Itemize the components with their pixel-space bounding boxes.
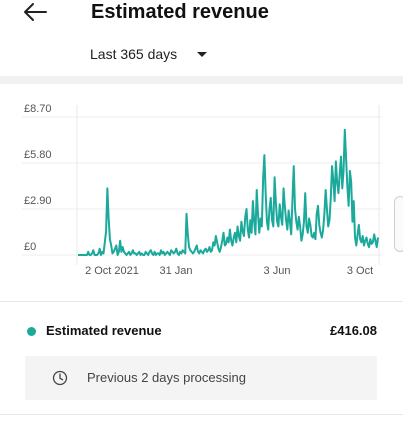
back-arrow-icon[interactable] [20,0,50,24]
metric-value: £416.08 [330,323,377,338]
divider [0,301,403,302]
y-tick-label: £5.80 [24,149,52,161]
dropdown-caret-icon [197,51,208,57]
x-tick-label: 3 Jun [264,265,291,277]
page-title: Estimated revenue [91,1,269,23]
clock-icon [52,370,68,386]
metric-row[interactable]: Estimated revenue £416.08 [0,318,403,346]
y-tick-label: £0 [24,241,36,253]
date-range-dropdown[interactable]: Last 365 days [90,44,208,64]
x-tick-label: 2 Oct 2021 [85,265,139,277]
notice-text: Previous 2 days processing [87,370,246,385]
metric-label: Estimated revenue [46,323,162,338]
header-shadow [0,76,403,84]
revenue-chart: £8.70 £5.80 £2.90 £0 2 Oct 2021 31 Jan 3 Jun 3 … [0,84,403,284]
y-tick-label: £8.70 [24,103,52,115]
revenue-chart-svg: £8.70 £5.80 £2.90 £0 2 Oct 2021 31 Jan 3 Jun 3 … [22,103,382,277]
x-tick-label: 3 Oct [347,265,373,277]
revenue-series-line [78,128,379,256]
divider [0,414,403,415]
side-handle[interactable] [394,196,403,252]
x-tick-label: 31 Jan [159,265,192,277]
date-range-label: Last 365 days [90,46,178,62]
processing-notice: Previous 2 days processing [25,356,377,400]
app-header: Estimated revenue Last 365 days [0,0,403,78]
series-dot [27,327,36,336]
y-tick-label: £2.90 [24,195,52,207]
